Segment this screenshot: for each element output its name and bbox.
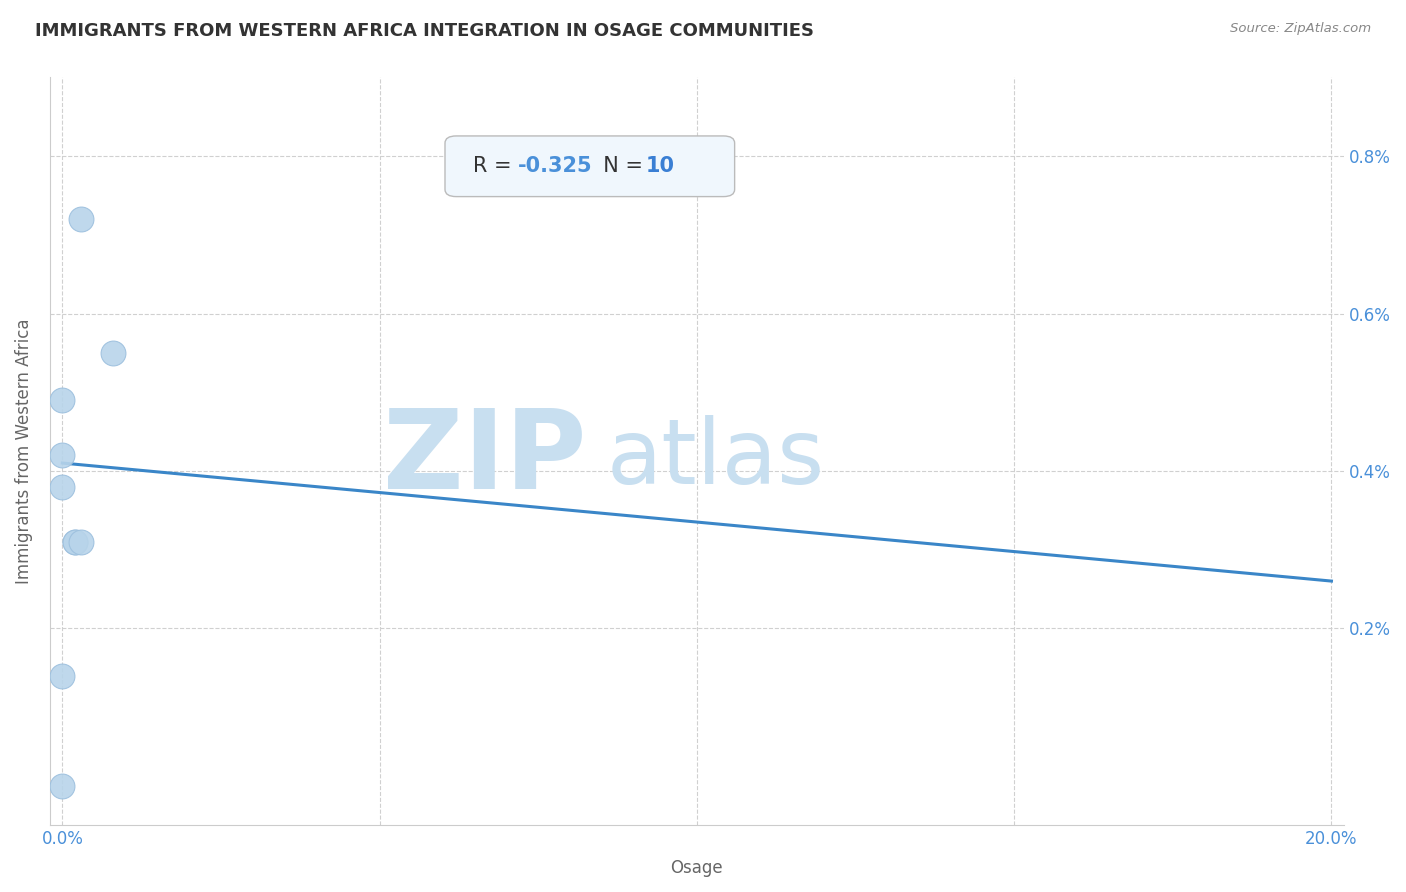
Text: N =: N = — [591, 156, 650, 177]
Y-axis label: Immigrants from Western Africa: Immigrants from Western Africa — [15, 318, 32, 584]
Text: atlas: atlas — [606, 415, 824, 503]
Text: R =: R = — [472, 156, 519, 177]
Text: ZIP: ZIP — [384, 405, 586, 512]
Point — [101, 346, 124, 360]
Point — [51, 779, 73, 793]
X-axis label: Osage: Osage — [671, 859, 723, 877]
Point — [51, 448, 73, 462]
Point — [51, 480, 73, 494]
Text: 10: 10 — [647, 156, 675, 177]
Text: Source: ZipAtlas.com: Source: ZipAtlas.com — [1230, 22, 1371, 36]
Point — [51, 393, 73, 408]
Point — [63, 534, 86, 549]
Point — [63, 534, 86, 549]
Text: -0.325: -0.325 — [519, 156, 593, 177]
Point — [51, 668, 73, 682]
Point — [70, 212, 93, 227]
Text: IMMIGRANTS FROM WESTERN AFRICA INTEGRATION IN OSAGE COMMUNITIES: IMMIGRANTS FROM WESTERN AFRICA INTEGRATI… — [35, 22, 814, 40]
Point — [70, 534, 93, 549]
